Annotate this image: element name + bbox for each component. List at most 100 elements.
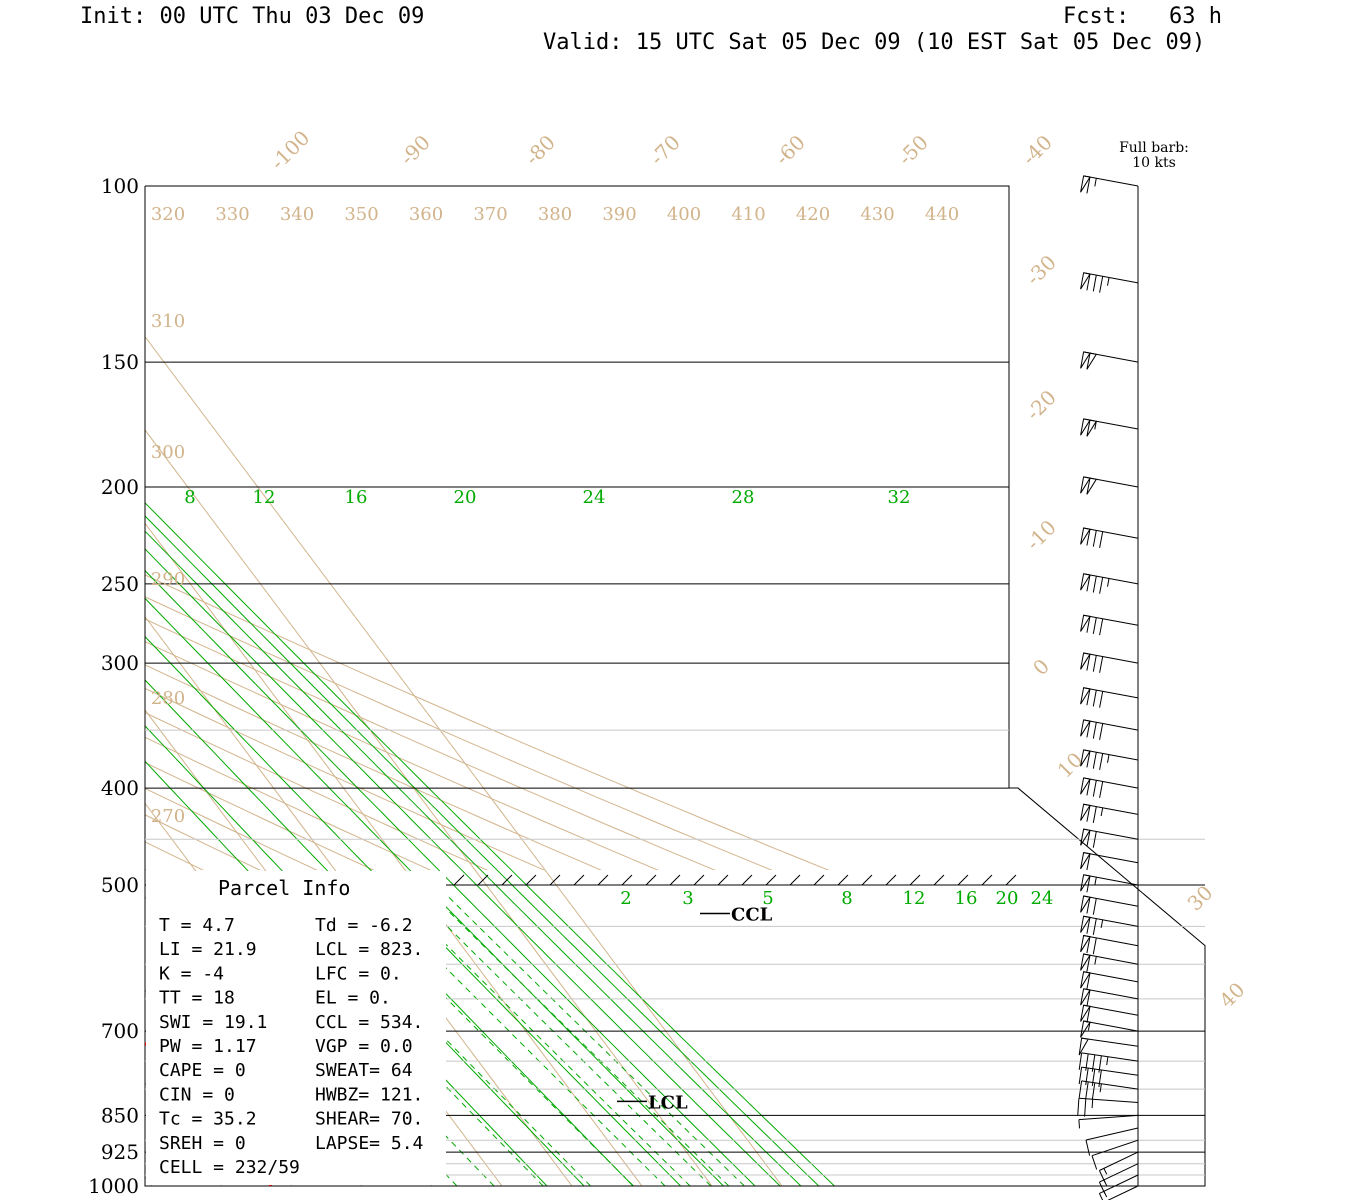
wind-barb-half-flag xyxy=(1103,1168,1108,1175)
isotherm-tick-label: -30 xyxy=(1021,250,1061,290)
theta-tick-label: 340 xyxy=(280,204,314,225)
isotherm-line xyxy=(0,186,12,1186)
wind-barb-pennant xyxy=(1080,573,1091,591)
freezing-level-hatch xyxy=(525,874,537,886)
wind-barb-flag xyxy=(1092,806,1097,823)
wind-barb-half-flag xyxy=(1107,754,1110,763)
wind-barb-flag xyxy=(1092,617,1097,634)
wind-barb-flag xyxy=(1099,577,1104,594)
wind-barb-flag xyxy=(1086,897,1091,914)
wind-barb-flag xyxy=(1086,273,1091,291)
wind-barb-flag xyxy=(1086,805,1091,822)
isotherm-tick-label: 40 xyxy=(1215,978,1250,1013)
wind-barb-staff xyxy=(1078,1097,1139,1103)
theta-tick-label: 300 xyxy=(151,442,185,463)
freezing-level-hatch xyxy=(885,874,897,886)
wind-barb-pennant xyxy=(1080,614,1091,632)
wind-barb-staff xyxy=(1081,1037,1139,1047)
parcel-info-right-value: SWEAT= 64 xyxy=(315,1060,413,1081)
wind-barb-flag xyxy=(1092,831,1097,848)
mixing-ratio-tick-label: 12 xyxy=(903,888,926,909)
wind-barb-pennant xyxy=(1080,915,1091,933)
wind-barb-flag xyxy=(1091,1082,1096,1100)
parcel-info-left-value: K = -4 xyxy=(159,963,224,984)
freezing-level-hatch xyxy=(597,874,609,886)
mixing-ratio-tick-label: 8 xyxy=(184,487,195,508)
wind-barb-flag xyxy=(1086,688,1091,706)
wind-barb-flag xyxy=(1092,275,1097,292)
wind-barb-pennant xyxy=(1080,687,1091,705)
theta-tick-label: 370 xyxy=(473,204,507,225)
freezing-level-hatch xyxy=(741,874,753,886)
wind-barb-flag xyxy=(1086,936,1091,954)
wind-barb-flag xyxy=(1092,780,1097,797)
wind-barb-flag xyxy=(1092,530,1097,547)
valid-time: Valid: 15 UTC Sat 05 Dec 09 (10 EST Sat … xyxy=(543,30,1206,55)
wind-barb-pennant xyxy=(1080,418,1091,436)
wind-barb-pennant xyxy=(1086,352,1098,370)
parcel-info-right-value: CCL = 534. xyxy=(315,1012,423,1033)
theta-tick-label: 440 xyxy=(925,204,959,225)
wind-barb-half-flag xyxy=(1094,178,1097,187)
wind-barb-half-flag xyxy=(1094,956,1097,965)
isotherm-tick-label: -50 xyxy=(893,130,933,170)
freezing-level-hatch xyxy=(453,874,465,886)
wind-barb-flag xyxy=(1092,576,1097,593)
wind-barb-flag xyxy=(1099,753,1104,770)
wind-barb-pennant xyxy=(1080,852,1091,870)
theta-tick-label: 320 xyxy=(151,204,185,225)
mixing-ratio-tick-label: 5 xyxy=(762,888,773,909)
freezing-level-hatch xyxy=(957,874,969,886)
wind-barb-flag xyxy=(1078,1067,1083,1085)
theta-tick-label: 280 xyxy=(151,688,185,709)
pressure-tick-label: 500 xyxy=(101,873,139,897)
theta-tick-label: 400 xyxy=(667,204,701,225)
freezing-level-hatch xyxy=(573,874,585,886)
wind-barb-flag xyxy=(1086,616,1091,633)
wind-barb-flag xyxy=(1099,656,1104,673)
mixing-ratio-dashed-line xyxy=(354,875,666,1186)
wind-barb-pennant xyxy=(1080,874,1091,892)
mixing-ratio-tick-label: 3 xyxy=(682,888,693,909)
wind-barb-pennant xyxy=(1080,652,1091,670)
wind-barb-staff xyxy=(1085,1127,1139,1141)
pressure-tick-label: 925 xyxy=(101,1140,139,1164)
wind-barb-flag xyxy=(1086,955,1091,972)
wind-barb-flag xyxy=(1078,1080,1083,1098)
parcel-info-left-value: LI = 21.9 xyxy=(159,939,257,960)
wind-barb-pennant xyxy=(1078,1037,1089,1056)
wind-barb-pennant xyxy=(1080,953,1091,971)
pressure-tick-label: 250 xyxy=(101,572,139,596)
wind-barbs xyxy=(1077,175,1139,1200)
wind-barb-flag xyxy=(1099,276,1104,293)
wind-barb-half-flag xyxy=(1107,578,1110,587)
parcel-info-right-value: LAPSE= 5.4 xyxy=(315,1133,423,1154)
theta-tick-label: 330 xyxy=(215,204,249,225)
theta-tick-label: 420 xyxy=(796,204,830,225)
wind-barb-flag xyxy=(1086,721,1091,738)
barb-legend-line2: 10 kts xyxy=(1132,155,1176,171)
wind-barb-staff xyxy=(1083,652,1139,664)
wind-barb-flag xyxy=(1098,1181,1106,1194)
wind-barb-pennant xyxy=(1080,777,1091,795)
dry-adiabat-line xyxy=(0,186,60,1186)
freezing-level-hatch xyxy=(717,874,729,886)
isotherm-tick-label: 30 xyxy=(1183,881,1218,916)
pressure-tick-label: 850 xyxy=(101,1103,139,1127)
wind-barb-staff xyxy=(1107,1185,1139,1200)
wind-barb-staff xyxy=(1078,1114,1139,1121)
theta-tick-label: 350 xyxy=(344,204,378,225)
wind-barb-flag xyxy=(1078,1052,1083,1070)
wind-barb-pennant xyxy=(1080,971,1091,989)
theta-tick-label: 390 xyxy=(602,204,636,225)
dry-adiabat-line xyxy=(145,814,261,870)
wind-barb-flag xyxy=(1091,1155,1098,1170)
mixing-ratio-tick-label: 16 xyxy=(345,487,368,508)
wind-barb-flag xyxy=(1086,972,1091,990)
mixing-ratio-dashed-line xyxy=(286,875,591,1186)
wind-barb-staff xyxy=(1083,749,1139,761)
wind-barb-flag xyxy=(1098,1193,1104,1200)
isotherm-line xyxy=(145,615,573,1186)
wind-barb-flag xyxy=(1086,176,1091,194)
